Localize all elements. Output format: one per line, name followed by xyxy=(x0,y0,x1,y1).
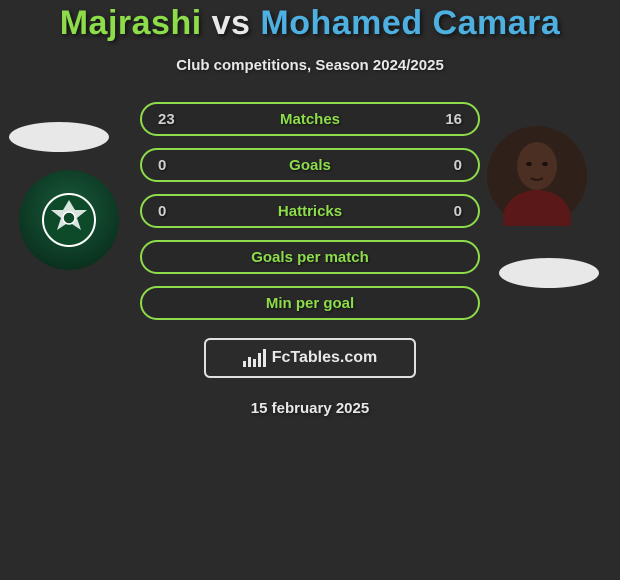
stat-right-value: 16 xyxy=(438,111,462,128)
player-right-flag-badge xyxy=(499,258,599,288)
bar-chart-icon xyxy=(243,349,266,367)
stat-label: Min per goal xyxy=(266,295,354,312)
stat-right-value: 0 xyxy=(438,157,462,174)
vs-separator: vs xyxy=(212,4,251,42)
club-crest-icon xyxy=(41,192,97,248)
competition-subtitle: Club competitions, Season 2024/2025 xyxy=(176,57,444,74)
stat-label: Goals per match xyxy=(251,249,369,266)
stat-left-value: 0 xyxy=(158,203,182,220)
player-left-name: Majrashi xyxy=(60,4,202,42)
branding-text: FcTables.com xyxy=(272,349,378,367)
player-right-avatar xyxy=(487,126,587,226)
stat-row-goals: 0 Goals 0 xyxy=(140,148,480,182)
stat-left-value: 0 xyxy=(158,157,182,174)
player-left-club-logo xyxy=(19,170,119,270)
branding-box[interactable]: FcTables.com xyxy=(204,338,416,378)
stat-row-goals-per-match: Goals per match xyxy=(140,240,480,274)
stat-row-hattricks: 0 Hattricks 0 xyxy=(140,194,480,228)
stat-row-matches: 23 Matches 16 xyxy=(140,102,480,136)
stat-left-value: 23 xyxy=(158,111,182,128)
stat-row-min-per-goal: Min per goal xyxy=(140,286,480,320)
player-right-name: Mohamed Camara xyxy=(260,4,560,42)
stat-label: Hattricks xyxy=(278,203,342,220)
page-title: Majrashi vs Mohamed Camara xyxy=(60,4,561,43)
match-date: 15 february 2025 xyxy=(251,400,369,417)
stat-label: Matches xyxy=(280,111,340,128)
stat-right-value: 0 xyxy=(438,203,462,220)
player-portrait-icon xyxy=(487,126,587,226)
player-left-flag-badge xyxy=(9,122,109,152)
stat-label: Goals xyxy=(289,157,331,174)
